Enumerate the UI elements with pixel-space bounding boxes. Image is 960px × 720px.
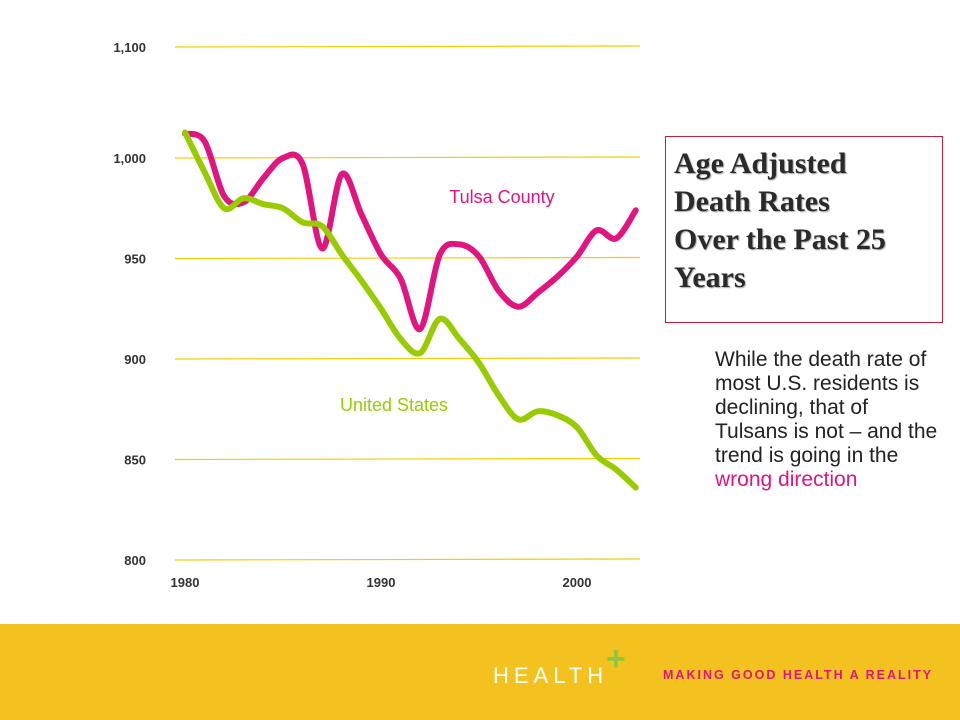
gridline-800 [174, 558, 641, 561]
gridline-900 [174, 357, 641, 360]
brand-plus-icon: + [606, 640, 626, 678]
brand-logo-text: HEALTH [493, 663, 609, 688]
gridline-950 [174, 256, 641, 260]
y-tick-label: 1,000 [113, 151, 146, 166]
footer-tagline: MAKING GOOD HEALTH A REALITY [663, 668, 934, 682]
chart-title-line-1: Age Adjusted [674, 147, 847, 180]
x-tick-label: 2000 [563, 575, 592, 590]
y-tick-label: 800 [124, 553, 146, 568]
caption-body: While the death rate of most U.S. reside… [715, 348, 938, 467]
tulsa-county-series-line [182, 130, 639, 332]
y-tick-label: 900 [124, 352, 146, 367]
tulsa-county-series-label: Tulsa County [449, 187, 554, 207]
gridline-1,100 [174, 45, 641, 48]
gridline-850 [174, 457, 641, 461]
gridline-1,000 [174, 156, 641, 159]
chart-title-line-2: Death Rates [674, 185, 830, 218]
x-tick-label: 1990 [367, 575, 396, 590]
y-tick-label: 850 [124, 453, 146, 468]
x-tick-label: 1980 [171, 575, 200, 590]
united-states-series-line [182, 129, 639, 491]
chart-title-box: Age Adjusted Death Rates Over the Past 2… [665, 136, 943, 323]
caption-highlight: wrong direction [715, 468, 858, 491]
caption-text: While the death rate of most U.S. reside… [715, 348, 940, 492]
united-states-series-label: United States [340, 395, 448, 415]
death-rate-line-chart: 800 850 900 950 1,000 1,100 1980 1990 2000 Tulsa … [113, 40, 641, 590]
y-tick-label: 1,100 [113, 40, 146, 55]
footer-bar [0, 624, 960, 720]
chart-title-line-3: Over the Past 25 [674, 223, 886, 256]
y-tick-label: 950 [124, 252, 146, 267]
chart-title-line-4: Years [674, 261, 746, 294]
